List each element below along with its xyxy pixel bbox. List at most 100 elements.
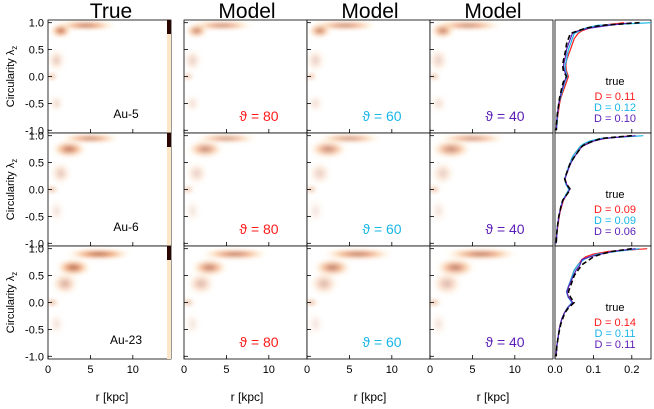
- legend-D-value: D = 0.11: [594, 328, 635, 340]
- dist-frame: [554, 245, 652, 360]
- density-blob: [313, 258, 351, 277]
- legend-D-value: D = 0.11: [594, 339, 635, 351]
- density-blob: [48, 186, 58, 193]
- density-blob: [184, 49, 202, 72]
- density-blob: [50, 162, 71, 185]
- density-blob: [431, 161, 455, 186]
- density-blob: [191, 259, 228, 276]
- legend: true D = 0.11D = 0.12D = 0.10: [594, 76, 636, 125]
- theta-label: ϑ = 80: [239, 221, 278, 237]
- theta-label: ϑ = 40: [485, 334, 524, 350]
- y-axis-label: Circularity λz: [5, 159, 19, 220]
- true-distribution-line: [555, 134, 632, 244]
- density-blob: [184, 186, 194, 193]
- galaxy-label: Au-6: [113, 220, 139, 234]
- density-blob: [49, 200, 64, 222]
- x-tick-label: 5: [223, 364, 229, 376]
- colorbar-top: [167, 246, 171, 260]
- heatmap-panel: [307, 20, 430, 133]
- density-blob: [308, 161, 331, 185]
- legend-title: true: [606, 189, 625, 201]
- colorbar: [167, 246, 171, 359]
- legend-D-value: D = 0.06: [594, 226, 636, 238]
- heatmap-panel: [307, 246, 430, 359]
- x-tick-label: 0: [45, 364, 51, 376]
- y-tick-label: 1.0: [29, 244, 44, 256]
- density-blob: [430, 299, 441, 306]
- density-blob: [52, 272, 78, 295]
- density-blob: [308, 199, 323, 223]
- x-tick-label: 0: [427, 364, 433, 376]
- density-blob: [201, 249, 269, 259]
- density-blob: [49, 313, 64, 335]
- column-title-model-40: Model: [464, 0, 521, 23]
- theta-label: ϑ = 80: [239, 334, 278, 350]
- density-blob: [307, 73, 316, 80]
- density-blob: [430, 199, 447, 223]
- heatmap-panel: [184, 133, 307, 246]
- y-axis-label-subscript: z: [10, 272, 19, 276]
- y-tick-label: -1.0: [25, 125, 44, 137]
- x-tick-label: 0: [304, 364, 310, 376]
- y-tick-label: 0.0: [29, 298, 44, 310]
- y-tick-label: 0.0: [29, 72, 44, 84]
- dist-x-tick-label: 0.1: [586, 364, 601, 376]
- density-blob: [436, 258, 475, 277]
- heatmap-panel: [307, 133, 430, 246]
- colorbar-top: [167, 20, 171, 34]
- y-axis-label: Circularity λz: [5, 272, 19, 333]
- true-distribution-line: [555, 21, 640, 131]
- panel-background: [430, 20, 553, 133]
- heatmap-panel: [430, 20, 553, 133]
- density-blob: [430, 73, 440, 80]
- density-blob: [438, 134, 507, 142]
- y-tick-label: -1.0: [25, 238, 44, 250]
- density-blob: [431, 140, 471, 158]
- galaxy-label: Au-23: [110, 333, 142, 347]
- distribution-panel: true D = 0.11D = 0.12D = 0.10: [554, 19, 652, 134]
- density-blob: [187, 272, 215, 295]
- y-axis-label: Circularity λz: [5, 46, 19, 107]
- density-blob: [184, 299, 195, 306]
- panel-background: [48, 20, 171, 133]
- density-blob: [185, 95, 200, 112]
- y-tick-label: 1.0: [29, 131, 44, 143]
- density-blob: [195, 135, 258, 142]
- legend-D-value: D = 0.09: [594, 204, 636, 216]
- density-blob: [308, 94, 323, 112]
- panel-background: [184, 20, 307, 133]
- theta-label: ϑ = 40: [485, 108, 524, 124]
- row-au-6: Au-6 1.0 0.5 0.0 -0.5 -1.0 Circularity λz ϑ = 8…: [5, 131, 652, 250]
- y-tick-label: -0.5: [25, 211, 44, 223]
- legend-D-value: D = 0.12: [594, 102, 636, 114]
- x-tick-label: 5: [469, 364, 475, 376]
- density-blob: [322, 249, 394, 259]
- x-axis-label: r [kpc]: [354, 390, 387, 404]
- density-blob: [49, 95, 64, 112]
- density-blob: [308, 312, 323, 336]
- density-blob: [191, 22, 254, 29]
- density-blob: [430, 94, 447, 113]
- legend-D-value: D = 0.09: [594, 215, 636, 227]
- theta-label: ϑ = 80: [239, 108, 278, 124]
- true-distribution-line: [555, 247, 632, 357]
- colorbar-strip: [167, 133, 171, 246]
- heatmap-panel: [48, 133, 171, 246]
- x-tick-label: 10: [386, 364, 398, 376]
- theta-label: ϑ = 60: [362, 108, 401, 124]
- x-tick-label: 5: [87, 364, 93, 376]
- density-blob: [317, 134, 382, 142]
- x-tick-labels: 0 5 10 0 5 10 0 5 10 0 5 10 0.0 0.1 0.2: [45, 364, 640, 376]
- density-blob: [48, 49, 65, 72]
- density-blob: [430, 186, 441, 193]
- heatmap-panel: [48, 20, 171, 133]
- legend-D-value: D = 0.14: [594, 317, 636, 329]
- density-blob: [307, 299, 318, 306]
- density-blob: [66, 249, 132, 259]
- density-blob: [307, 186, 317, 193]
- legend-title: true: [606, 76, 625, 88]
- density-blob: [48, 299, 59, 306]
- panel-background: [307, 20, 430, 133]
